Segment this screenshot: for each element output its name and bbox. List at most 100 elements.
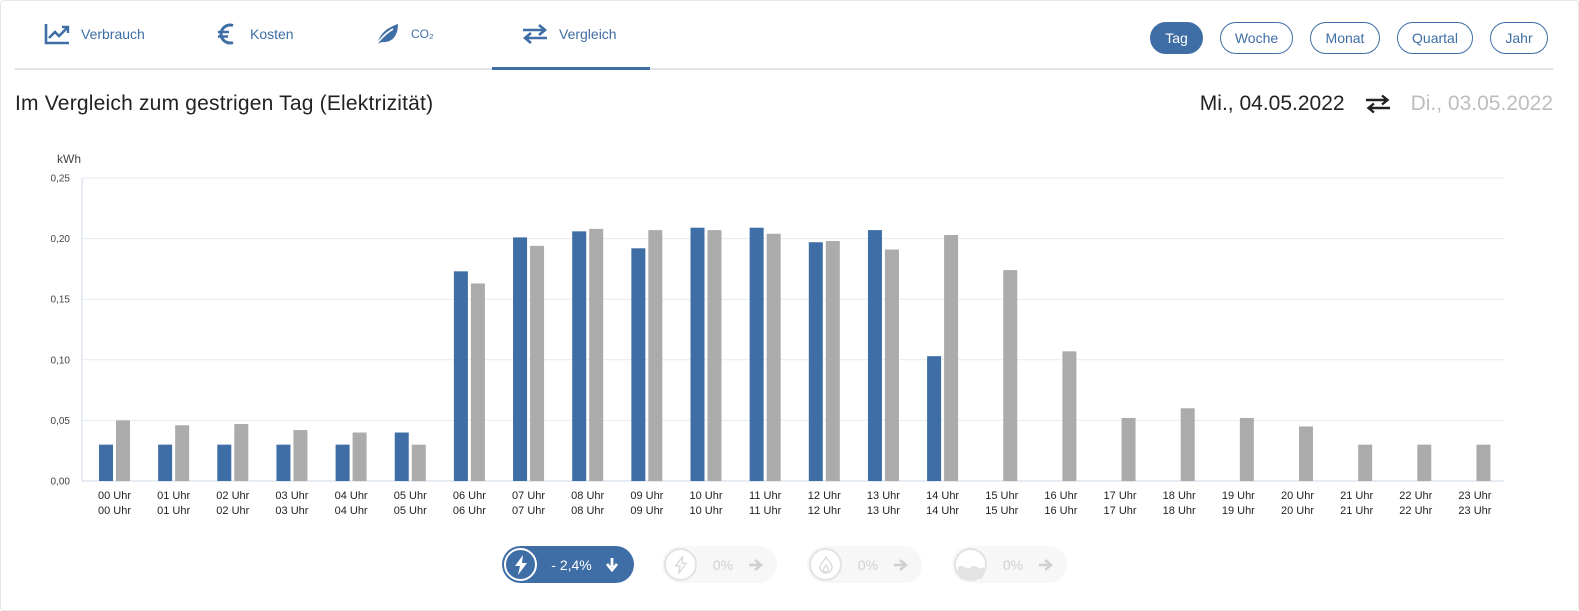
x-tick-label: 03 Uhr [275,505,308,517]
tab-label: Kosten [250,26,294,42]
x-tick-label: 11 Uhr [749,490,782,502]
bar-compare [944,234,959,481]
period-jahr-button[interactable]: Jahr [1490,22,1548,54]
bar-compare [175,425,190,481]
y-tick-label: 0,05 [51,416,71,427]
x-tick-label: 17 Uhr [1104,490,1137,502]
y-axis: kWh 0,00 0,05 0,10 0,15 0,20 0,25 [51,152,81,488]
tab-label: Verbrauch [81,26,145,42]
bar-current [394,432,409,481]
bar-current [453,271,468,481]
bar-current [158,444,173,481]
period-woche-button[interactable]: Woche [1220,22,1293,54]
bar-compare [884,249,899,481]
x-tick-label: 05 Uhr [394,505,427,517]
tab-bar: Verbrauch Kosten CO₂ Vergleich [15,0,1553,70]
badge-value: 0% [857,556,879,573]
bar-compare [530,245,545,481]
tab-verbrauch[interactable]: Verbrauch [43,0,145,68]
x-tick-label: 08 Uhr [571,490,604,502]
bar-compare [234,424,249,481]
x-tick-label: 09 Uhr [630,490,663,502]
bar-compare [1239,417,1254,481]
flame-icon [809,548,842,581]
x-tick-label: 23 Uhr [1458,505,1491,517]
x-tick-label: 01 Uhr [157,490,190,502]
bar-compare [648,230,663,481]
x-tick-label: 10 Uhr [689,505,722,517]
x-tick-label: 07 Uhr [512,505,545,517]
bar-compare [116,420,130,481]
x-tick-label: 03 Uhr [275,490,308,502]
bar-compare [352,432,367,481]
badge-value: - 2,4% [551,556,592,573]
tab-vergleich[interactable]: Vergleich [492,0,650,70]
bar-current [335,444,350,481]
bar-compare [1417,444,1432,481]
water-badge[interactable]: 0% [952,546,1067,583]
compare-date[interactable]: Di., 03.05.2022 [1410,92,1553,115]
bar-compare [470,283,485,481]
x-tick-label: 16 Uhr [1044,490,1077,502]
bar-current [808,242,823,481]
bar-compare [707,230,722,481]
x-tick-label: 11 Uhr [749,505,782,517]
period-quartal-button[interactable]: Quartal [1397,22,1473,54]
x-tick-label: 23 Uhr [1458,490,1491,502]
x-tick-label: 08 Uhr [571,505,604,517]
bar-compare [1180,408,1195,481]
gas-badge[interactable]: 0% [807,546,922,583]
chart-grid [81,177,1504,482]
x-tick-label: 00 Uhr [98,505,131,517]
x-tick-label: 06 Uhr [453,505,486,517]
arrow-right-icon [1039,558,1067,571]
euro-icon [212,20,240,48]
electricity-change-badge[interactable]: - 2,4% [502,546,634,583]
x-tick-label: 20 Uhr [1281,490,1314,502]
bar-current [217,444,232,481]
x-tick-label: 09 Uhr [630,505,663,517]
chart-bars [99,227,1491,481]
x-tick-label: 19 Uhr [1222,490,1255,502]
bar-current [631,248,646,481]
x-tick-label: 22 Uhr [1399,505,1432,517]
x-tick-label: 12 Uhr [808,490,841,502]
x-tick-label: 13 Uhr [867,490,900,502]
bar-compare [1003,270,1018,481]
x-tick-label: 14 Uhr [926,505,959,517]
y-tick-label: 0,25 [51,174,71,185]
bar-compare [1121,417,1136,481]
leaf-icon [373,20,401,48]
bar-current [99,444,113,481]
bar-current [276,444,291,481]
x-tick-label: 22 Uhr [1399,490,1432,502]
tab-co2[interactable]: CO₂ [373,0,434,68]
arrow-right-icon [749,558,777,571]
bar-compare [293,430,308,481]
x-tick-label: 21 Uhr [1340,490,1373,502]
x-tick-label: 13 Uhr [867,505,900,517]
comparison-heading: Im Vergleich zum gestrigen Tag (Elektriz… [15,92,434,115]
x-tick-label: 16 Uhr [1044,505,1077,517]
y-tick-label: 0,10 [51,355,71,366]
tab-label: CO₂ [411,27,434,41]
bar-compare [589,228,604,481]
x-tick-label: 15 Uhr [985,505,1018,517]
period-tag-button[interactable]: Tag [1150,22,1203,54]
x-tick-label: 20 Uhr [1281,505,1314,517]
period-monat-button[interactable]: Monat [1310,22,1380,54]
badge-value: 0% [1002,556,1024,573]
y-tick-label: 0,00 [51,477,71,488]
electricity-secondary-badge[interactable]: 0% [662,546,777,583]
line-chart-icon [43,20,71,48]
y-tick-label: 0,20 [51,234,71,245]
period-selector: Tag Woche Monat Quartal Jahr [1150,22,1548,54]
y-tick-label: 0,15 [51,295,71,306]
swap-dates-icon[interactable] [1365,93,1391,115]
x-tick-label: 02 Uhr [216,490,249,502]
bar-current [927,356,942,481]
electricity-icon [504,548,537,581]
tab-kosten[interactable]: Kosten [212,0,294,68]
current-date[interactable]: Mi., 04.05.2022 [1199,92,1345,115]
x-tick-label: 06 Uhr [453,490,486,502]
